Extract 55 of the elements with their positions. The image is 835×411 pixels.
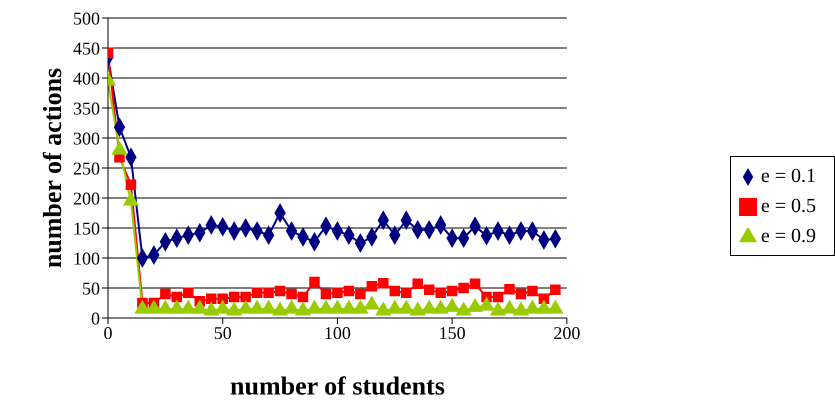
x-tick-label: 50	[214, 322, 232, 343]
y-tick-label: 100	[73, 248, 100, 268]
point	[183, 288, 194, 298]
point	[458, 282, 469, 294]
legend-label: e = 0.9	[760, 224, 816, 246]
y-tick-label: 300	[73, 128, 100, 148]
point	[228, 292, 240, 302]
point	[527, 286, 538, 296]
legend-label: e = 0.5	[760, 194, 816, 216]
point	[126, 180, 136, 190]
point	[252, 288, 262, 298]
point	[286, 288, 297, 300]
y-tick-label: 0	[91, 308, 100, 328]
point	[446, 286, 458, 296]
point	[332, 288, 343, 298]
legend-label: e = 0.1	[760, 164, 816, 186]
point	[435, 288, 446, 298]
point	[378, 278, 389, 288]
point	[504, 284, 515, 294]
y-tick-label: 200	[73, 188, 100, 208]
point	[240, 292, 251, 302]
point	[424, 284, 434, 296]
point	[298, 292, 308, 302]
x-tick-label: 0	[104, 322, 112, 343]
x-tick-label: 150	[438, 322, 466, 343]
point	[516, 288, 526, 300]
point	[263, 288, 274, 298]
y-tick-label: 50	[82, 278, 100, 298]
point	[355, 288, 366, 300]
x-tick-label: 100	[324, 322, 351, 343]
point	[492, 292, 504, 302]
point	[470, 278, 480, 290]
y-axis-title: number of actions	[38, 68, 68, 268]
y-tick-label: 400	[73, 68, 100, 88]
x-axis-title: number of students	[230, 371, 445, 400]
y-tick-label: 500	[73, 8, 100, 28]
point	[206, 294, 216, 304]
y-tick-label: 150	[73, 218, 100, 238]
y-tick-label: 450	[73, 38, 100, 58]
point	[309, 276, 320, 288]
x-tick-label: 200	[553, 322, 580, 343]
point	[366, 280, 378, 292]
point	[550, 284, 561, 296]
point	[344, 286, 354, 296]
point	[172, 292, 182, 302]
point	[320, 288, 332, 300]
point	[538, 294, 550, 304]
point	[412, 278, 423, 290]
point	[217, 294, 228, 304]
point	[274, 286, 286, 296]
y-tick-label: 350	[73, 98, 100, 118]
point	[390, 286, 400, 296]
point	[401, 288, 412, 298]
point	[160, 288, 171, 300]
y-tick-label: 250	[73, 158, 100, 178]
